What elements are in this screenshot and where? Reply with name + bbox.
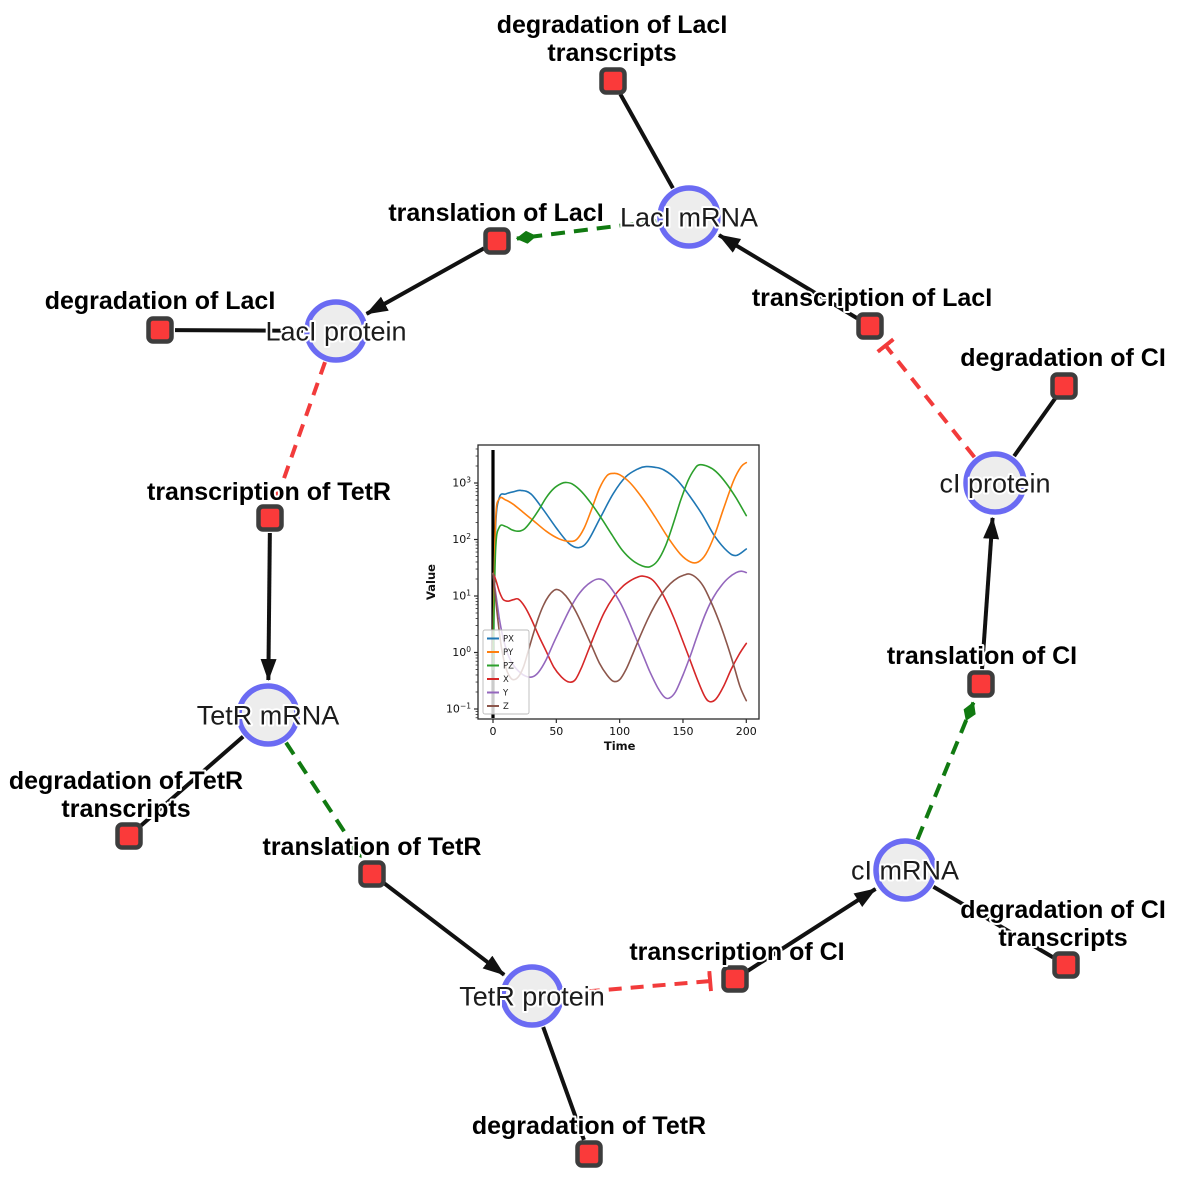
legend-label-PX: PX [503, 635, 514, 645]
reaction-node-degradation-of-ci-transcripts[interactable] [1052, 951, 1080, 979]
edge-production-translation-of-tetr-to-tetr-protein [382, 881, 506, 977]
legend-label-Y: Y [502, 689, 509, 699]
reaction-label-translation-of-tetr: translation of TetR [263, 833, 482, 861]
edge-production-transcription-of-ci-to-ci-mrna [746, 887, 877, 973]
legend-label-PZ: PZ [503, 662, 514, 672]
species-label-tetr-protein: TetR protein [459, 982, 605, 1012]
series-X-line [492, 572, 748, 703]
y-tick-label: 102 [452, 532, 471, 546]
species-node-laci-protein[interactable] [304, 299, 368, 363]
edge-consumption-tetr-mrna-to-degradation-of-tetr-transcripts [139, 735, 245, 828]
edge-consumption-laci-mrna-to-degradation-of-laci-transcripts [618, 93, 675, 190]
edge-production-transcription-of-laci-to-laci-mrna [717, 233, 859, 320]
species-node-ci-mrna[interactable] [873, 838, 937, 902]
x-tick-label: 150 [672, 725, 693, 738]
edge-inhibition-tetr-protein-to-transcription-of-ci [564, 970, 713, 996]
reaction-node-translation-of-tetr[interactable] [358, 860, 386, 888]
inset-chart: 0 50 100 150 200 103 102 101 100 10−1 Time Value PX P… [420, 438, 770, 768]
x-tick-label: 200 [736, 725, 757, 738]
inset-chart-plot: 0 50 100 150 20010310210110010−1TimeValuePXP… [424, 444, 760, 753]
edges-layer [139, 93, 1057, 1141]
y-tick-label: 101 [452, 589, 471, 603]
species-node-tetr-mrna[interactable] [236, 683, 300, 747]
reaction-label-degradation-of-ci-transcripts-line2: transcripts [998, 924, 1127, 952]
edge-production-translation-of-ci-to-ci-protein [980, 516, 1000, 670]
reaction-label-degradation-of-laci: degradation of LacI [45, 287, 276, 315]
edge-production-transcription-of-tetr-to-tetr-mrna [260, 532, 277, 682]
reaction-node-degradation-of-tetr-transcripts[interactable] [115, 822, 143, 850]
y-tick-label: 100 [452, 645, 471, 659]
species-node-tetr-protein[interactable] [500, 964, 564, 1028]
reaction-label-degradation-of-ci: degradation of CI [960, 344, 1166, 372]
reaction-node-degradation-of-ci[interactable] [1050, 372, 1078, 400]
series-PZ-line [492, 463, 748, 671]
reaction-label-transcription-of-laci: transcription of LacI [752, 284, 992, 312]
legend-label-Z: Z [503, 702, 509, 712]
reaction-node-transcription-of-tetr[interactable] [256, 504, 284, 532]
x-tick-label: 100 [609, 725, 630, 738]
nodes-layer [115, 67, 1080, 1168]
species-node-laci-mrna[interactable] [657, 185, 721, 249]
reaction-label-transcription-of-tetr: transcription of TetR [147, 478, 391, 506]
edge-modifier-ci-mrna-to-translation-of-ci [915, 701, 976, 841]
reaction-label-degradation-of-tetr-transcripts-line1: degradation of TetR [9, 767, 243, 795]
legend-label-PY: PY [503, 648, 514, 658]
reaction-label-transcription-of-ci: transcription of CI [629, 938, 844, 966]
reaction-node-degradation-of-tetr[interactable] [575, 1140, 603, 1168]
series-PX-line [492, 465, 748, 654]
species-label-ci-mrna: cI mRNA [851, 856, 959, 886]
axes-frame [477, 444, 760, 720]
legend: PX PY PZ XYZ [482, 629, 530, 715]
reaction-label-degradation-of-laci-transcripts-line2: transcripts [547, 39, 676, 67]
edge-modifier-laci-mrna-to-translation-of-laci [515, 219, 657, 244]
y-tick-label: 10−1 [446, 702, 471, 716]
species-node-ci-protein[interactable] [963, 451, 1027, 515]
reaction-node-degradation-of-laci-transcripts[interactable] [599, 67, 627, 95]
reaction-node-translation-of-laci[interactable] [483, 227, 511, 255]
reaction-label-translation-of-laci: translation of LacI [388, 199, 603, 227]
reaction-node-transcription-of-laci[interactable] [856, 312, 884, 340]
series-PY-line [492, 461, 748, 654]
species-label-ci-protein: cI protein [939, 469, 1050, 499]
edge-consumption-laci-protein-to-degradation-of-laci [174, 328, 304, 333]
reaction-label-degradation-of-ci-transcripts-line1: degradation of CI [960, 896, 1166, 924]
edge-production-translation-of-laci-to-laci-protein [365, 246, 485, 316]
edge-consumption-ci-protein-to-degradation-of-ci [1012, 397, 1057, 458]
y-axis-label: Value [424, 564, 438, 600]
x-axis-label: Time [604, 739, 636, 753]
edge-inhibition-ci-protein-to-transcription-of-laci [876, 337, 977, 459]
edge-consumption-tetr-protein-to-degradation-of-tetr [541, 1026, 586, 1141]
reaction-label-degradation-of-laci-transcripts-line1: degradation of LacI [497, 11, 728, 39]
reaction-label-degradation-of-tetr-transcripts-line2: transcripts [61, 795, 190, 823]
reaction-node-translation-of-ci[interactable] [967, 670, 995, 698]
species-label-laci-mrna: LacI mRNA [620, 203, 758, 233]
edge-consumption-ci-mrna-to-degradation-of-ci-transcripts [932, 885, 1055, 960]
species-label-tetr-mrna: TetR mRNA [197, 701, 340, 731]
y-tick-label: 103 [452, 476, 471, 490]
reaction-node-degradation-of-laci[interactable] [146, 316, 174, 344]
legend-label-X: X [503, 675, 509, 685]
labels-layer: LacI mRNA LacI protein TetR mRNA TetR prote… [7, 9, 1168, 1142]
x-tick-label: 0 [490, 725, 497, 738]
edge-inhibition-laci-protein-to-transcription-of-tetr [268, 361, 327, 500]
species-label-laci-protein: LacI protein [265, 317, 406, 347]
reaction-label-translation-of-ci: translation of CI [887, 642, 1077, 670]
x-tick-label: 50 [549, 725, 563, 738]
reaction-node-transcription-of-ci[interactable] [721, 965, 749, 993]
reaction-label-degradation-of-tetr: degradation of TetR [472, 1112, 706, 1140]
